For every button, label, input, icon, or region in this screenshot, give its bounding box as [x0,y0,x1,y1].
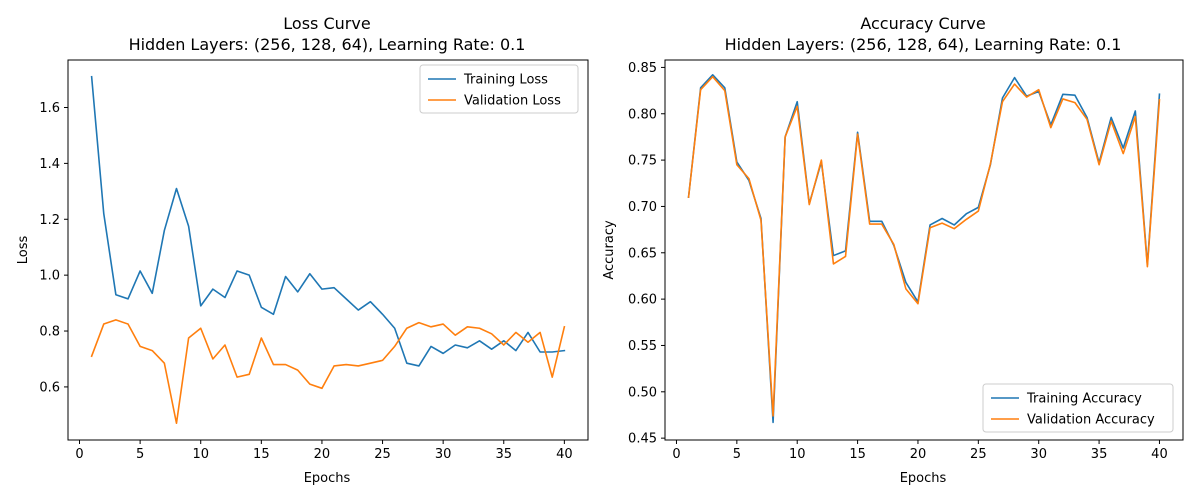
accuracy-chart-series [687,74,1161,424]
accuracy-chart-xlabel: Epochs [900,471,947,486]
loss-chart-xlabel: Epochs [304,471,351,486]
loss-chart-xtick-label: 30 [435,447,452,462]
accuracy-chart-series-validation-line [687,75,1161,417]
accuracy-chart-xtick-label: 35 [1091,447,1108,462]
accuracy-chart-ytick-label: 0.75 [628,154,657,169]
accuracy-chart-ytick-label: 0.85 [628,61,657,76]
accuracy-chart-xtick-label: 5 [733,447,741,462]
loss-chart: Loss Curve Hidden Layers: (256, 128, 64)… [16,14,589,486]
loss-chart-series-training-line [90,75,566,367]
accuracy-chart: Accuracy Curve Hidden Layers: (256, 128,… [602,14,1184,486]
loss-chart-ytick-label: 1.2 [39,213,60,228]
loss-chart-xtick-label: 10 [192,447,209,462]
accuracy-chart-frame [664,59,1184,441]
accuracy-chart-xtick-label: 15 [849,447,866,462]
loss-chart-title: Loss Curve [283,14,370,33]
accuracy-chart-xtick-label: 25 [970,447,987,462]
loss-chart-ytick-label: 1.4 [39,157,60,172]
loss-chart-axes-frame [67,59,589,441]
loss-chart-xtick-label: 5 [136,447,144,462]
accuracy-chart-xtick-label: 10 [789,447,806,462]
loss-chart-xtick-label: 15 [253,447,270,462]
accuracy-chart-xtick-label: 0 [672,447,680,462]
loss-chart-ytick-label: 0.6 [39,380,60,395]
loss-chart-ylabel: Loss [16,236,31,265]
accuracy-chart-legend-label: Validation Accuracy [1027,413,1155,428]
loss-chart-series [90,75,566,425]
accuracy-chart-legend-label: Training Accuracy [1026,392,1142,407]
loss-chart-ytick-label: 0.8 [39,325,60,340]
loss-chart-ticks: 0 5 10 15 20 25 30 35 40 0.6 0.8 1.0 1.2 1.4 1.6 [39,101,572,462]
accuracy-chart-ytick-label: 0.60 [628,293,657,308]
loss-chart-ytick-label: 1.0 [39,269,60,284]
accuracy-chart-ytick-label: 0.70 [628,200,657,215]
accuracy-chart-xtick-label: 20 [910,447,927,462]
accuracy-chart-xtick-label: 30 [1030,447,1047,462]
accuracy-chart-ytick-label: 0.80 [628,107,657,122]
loss-chart-xtick-label: 0 [75,447,83,462]
loss-chart-subtitle: Hidden Layers: (256, 128, 64), Learning … [129,35,526,54]
accuracy-chart-ytick-label: 0.55 [628,339,657,354]
loss-chart-legend-box [419,64,579,114]
accuracy-chart-axes-frame [664,59,1184,441]
loss-chart-ytick-label: 1.6 [39,101,60,116]
accuracy-chart-ytick-label: 0.45 [628,432,657,447]
loss-chart-xtick-label: 25 [374,447,391,462]
accuracy-chart-ticks: 0 5 10 15 20 25 30 35 40 0.45 0.50 0.55 0.60 0.65 0.70… [628,61,1168,462]
accuracy-chart-xtick-label: 40 [1151,447,1168,462]
accuracy-chart-ylabel: Accuracy [602,220,617,280]
accuracy-chart-title: Accuracy Curve [860,14,985,33]
loss-chart-legend: Training Loss Validation Loss [419,64,579,114]
loss-chart-legend-label: Validation Loss [464,94,561,109]
loss-chart-xtick-label: 40 [556,447,573,462]
accuracy-chart-legend-box [982,383,1174,433]
loss-chart-legend-label: Training Loss [463,73,548,88]
accuracy-chart-ytick-label: 0.65 [628,246,657,261]
loss-chart-series-validation-line [90,319,566,425]
accuracy-chart-ytick-label: 0.50 [628,385,657,400]
loss-chart-xtick-label: 35 [495,447,512,462]
loss-chart-frame [67,59,589,441]
loss-chart-xtick-label: 20 [314,447,331,462]
accuracy-chart-legend: Training Accuracy Validation Accuracy [982,383,1174,433]
accuracy-chart-subtitle: Hidden Layers: (256, 128, 64), Learning … [725,35,1122,54]
